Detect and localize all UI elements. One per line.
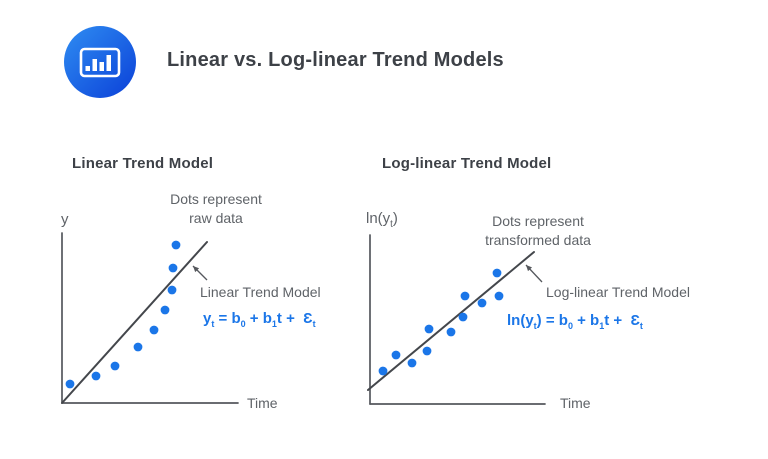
linear-equation: yt = b0 + b1t + Ɛt	[203, 310, 316, 329]
dots-note-line: transformed data	[485, 232, 591, 248]
loglinear-chart-plot	[367, 234, 546, 405]
linear-y-axis-label: y	[61, 211, 69, 228]
linear-chart-plot	[61, 232, 239, 404]
linear-x-axis-label: Time	[247, 395, 278, 411]
linear-chart-heading: Linear Trend Model	[72, 155, 214, 172]
dots-note-line: Dots represent	[170, 191, 262, 207]
linear-trend-line-label: Linear Trend Model	[200, 284, 321, 300]
bar-chart-logo-icon	[64, 26, 136, 98]
page-title: Linear vs. Log-linear Trend Models	[167, 49, 504, 71]
loglinear-chart-heading: Log-linear Trend Model	[382, 155, 552, 172]
loglinear-dots-note: Dots represent transformed data	[457, 212, 619, 250]
dots-note-line: Dots represent	[492, 213, 584, 229]
loglinear-x-axis-label: Time	[560, 395, 591, 411]
loglinear-y-axis-label: ln(yt)	[366, 210, 398, 230]
linear-dots-note: Dots represent raw data	[146, 190, 286, 228]
dots-note-line: raw data	[189, 210, 243, 226]
loglinear-trend-line-label: Log-linear Trend Model	[546, 284, 690, 300]
loglinear-equation: ln(yt) = b0 + b1t + Ɛt	[507, 312, 643, 331]
